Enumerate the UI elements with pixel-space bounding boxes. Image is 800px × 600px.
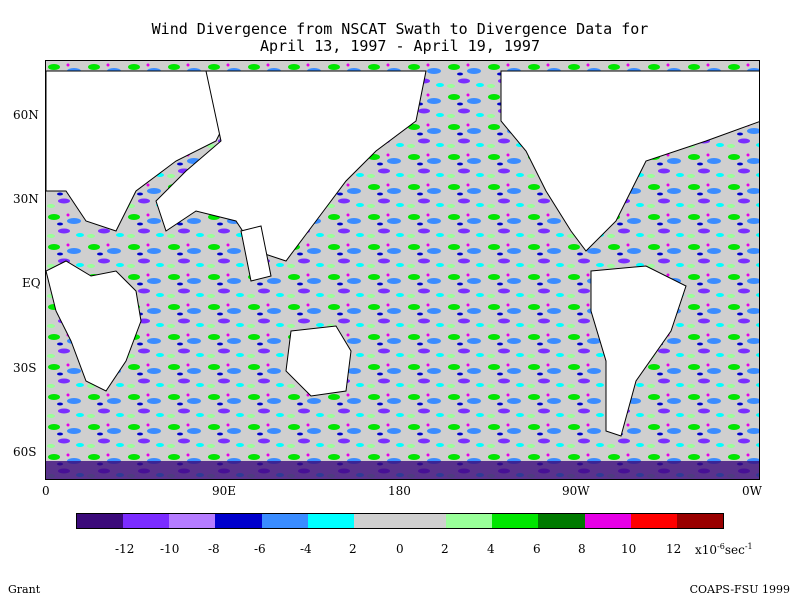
legend-label: -12 [115, 542, 135, 556]
legend-label: 0 [396, 542, 404, 556]
wind-divergence-map [45, 60, 760, 480]
legend-swatch [307, 514, 354, 528]
lon-label-90w: 90W [562, 484, 590, 498]
legend-label: 10 [621, 542, 637, 556]
legend-label: 4 [487, 542, 495, 556]
lon-label-90e: 90E [212, 484, 237, 498]
legend-swatch [353, 514, 400, 528]
legend-swatch [446, 514, 493, 528]
legend-swatch [399, 514, 447, 528]
chart-title: Wind Divergence from NSCAT Swath to Dive… [151, 20, 649, 38]
legend-label: 6 [533, 542, 541, 556]
lat-label-60n: 60N [13, 108, 39, 122]
lon-label-0: 0 [42, 484, 50, 498]
legend-swatch [538, 514, 585, 528]
legend-swatch [169, 514, 216, 528]
legend-label: -4 [300, 542, 312, 556]
legend-swatch [77, 514, 124, 528]
legend-swatch [676, 514, 723, 528]
lon-label-0w: 0W [742, 484, 762, 498]
legend-unit: x10-6sec-1 [695, 542, 753, 557]
legend-swatch [584, 514, 631, 528]
legend-label: 12 [666, 542, 682, 556]
legend-label: -8 [208, 542, 220, 556]
legend-label: -6 [254, 542, 266, 556]
legend-swatch [123, 514, 170, 528]
legend-label: 2 [349, 542, 357, 556]
lat-label-30n: 30N [13, 192, 39, 206]
legend-label: 2 [441, 542, 449, 556]
legend-label: 8 [578, 542, 586, 556]
legend-swatch [215, 514, 262, 528]
lat-label-eq: EQ [22, 276, 41, 290]
lat-label-60s: 60S [13, 445, 37, 459]
legend-label: -10 [160, 542, 180, 556]
legend-swatch [630, 514, 677, 528]
lat-label-30s: 30S [13, 361, 37, 375]
legend-swatch [492, 514, 539, 528]
map-svg [46, 61, 759, 479]
author-credit: Grant [8, 583, 41, 596]
legend-swatch [261, 514, 308, 528]
color-legend [76, 513, 724, 529]
chart-subtitle: April 13, 1997 - April 19, 1997 [260, 37, 540, 55]
lon-label-180: 180 [388, 484, 411, 498]
source-credit: COAPS-FSU 1999 [689, 583, 790, 596]
